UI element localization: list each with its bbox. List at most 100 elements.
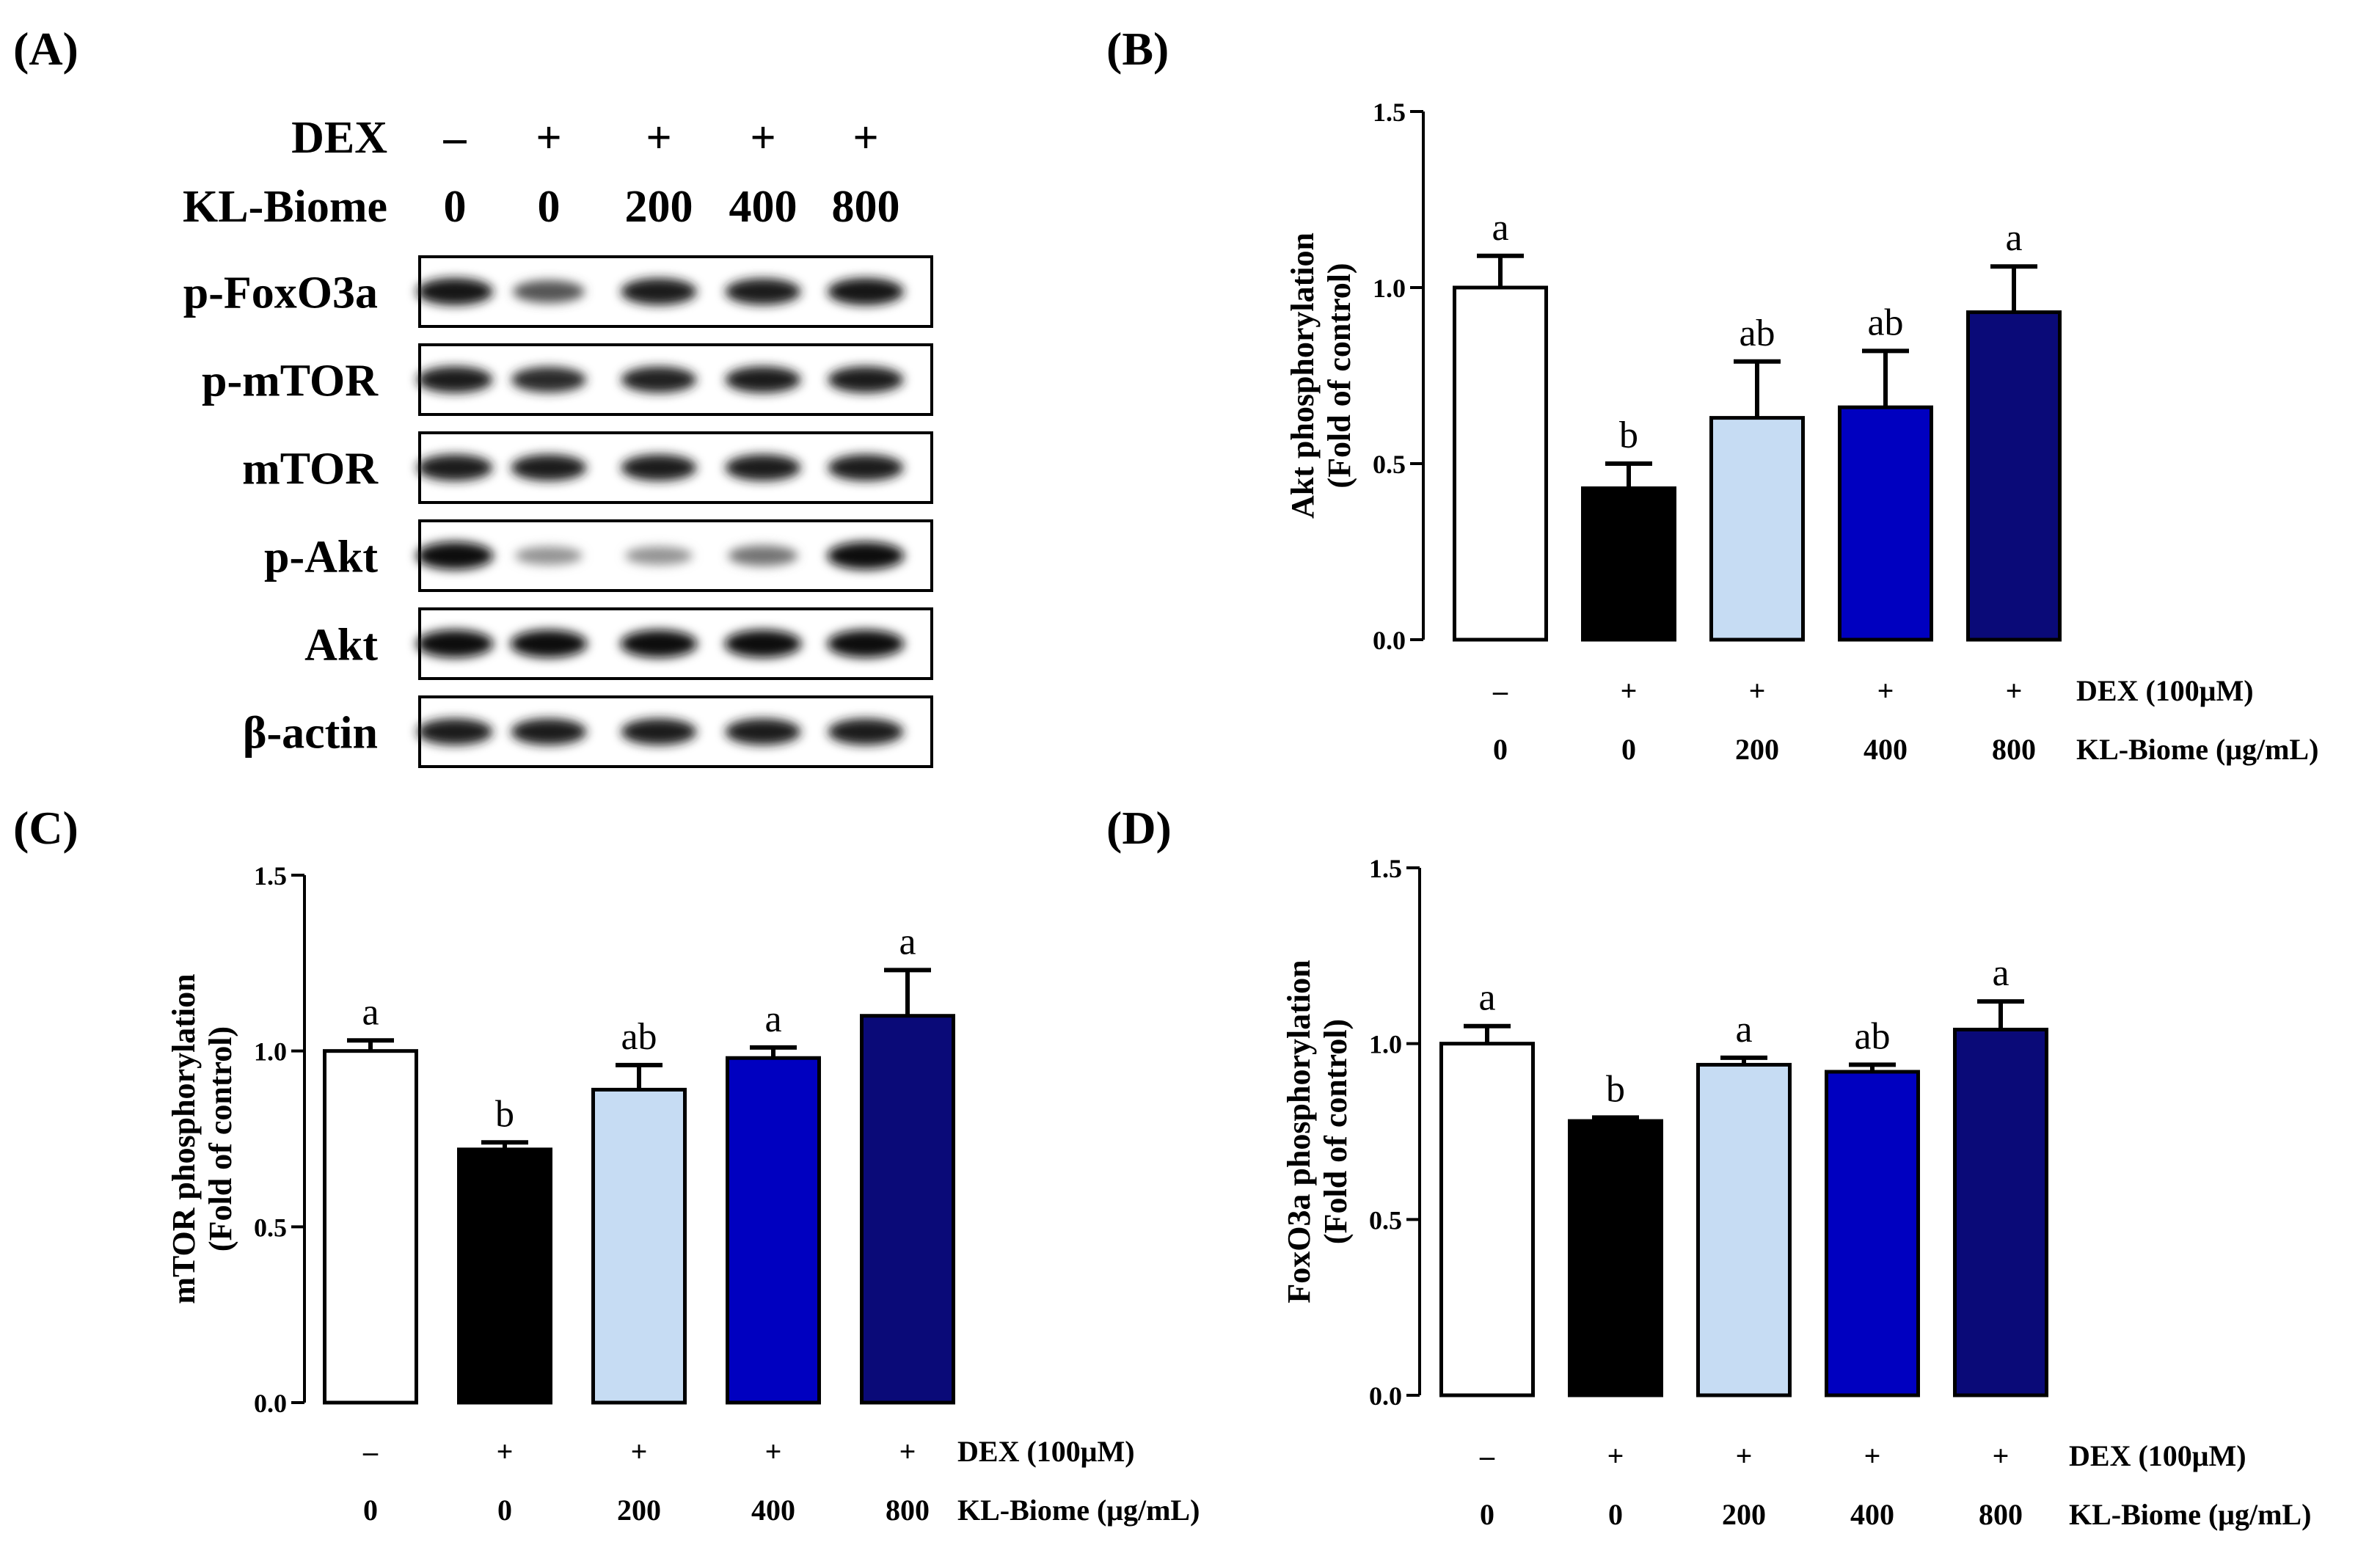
significance-letter: b [1619,414,1638,456]
bar [457,1147,552,1405]
bar [591,1087,687,1405]
blot-row: mTOR [242,431,933,504]
blot-band [828,278,904,305]
category-label: 200 [1735,733,1779,766]
blot-dex-mark: + [646,113,671,163]
y-axis-label-line2: (Fold of control) [202,1026,238,1251]
blot-band [828,366,904,393]
category-label: 400 [751,1494,795,1527]
blot-band [725,718,801,745]
bar [1439,1042,1535,1397]
dex-mark: + [765,1435,782,1468]
y-axis-label-line2: (Fold of control) [1321,263,1357,488]
significance-letter: b [495,1093,514,1135]
y-tick-label: 1.5 [1369,854,1402,883]
blot-dex-label: DEX [291,113,387,163]
dex-mark: + [1993,1439,2010,1472]
blot-row-label: mTOR [242,445,379,494]
western-blot-panel: (A) DEX KL-Biome – + + + + 0 0 200 400 800 p-Fox… [13,23,933,768]
category-label: 800 [1992,733,2036,766]
significance-letter: ab [621,1016,657,1058]
y-axis-label: FoxO3a phosphorylation(Fold of control) [1281,960,1354,1303]
blot-kl-label: KL-Biome [183,182,387,232]
row-label-kl: KL-Biome (μg/mL) [2076,733,2318,766]
y-tick-label: 0.0 [1373,626,1406,655]
blot-band [728,545,798,566]
dex-mark: – [1492,674,1508,707]
category-label: 200 [1722,1498,1766,1531]
blot-band [724,629,802,658]
bar [1966,310,2062,642]
bar [1825,1070,1920,1397]
blot-band [621,278,697,305]
blot-band [416,629,494,658]
blot-band [621,366,697,393]
dex-mark: + [2006,674,2023,707]
y-tick-label: 0.5 [254,1213,287,1242]
akt-phosphorylation-chart: (B) 0.0 0.5 1.0 1.5 Akt phosphorylation(Fold… [1106,23,2318,766]
blot-band [828,454,904,481]
row-label-dex: DEX (100μM) [2076,674,2254,707]
blot-row-label: p-FoxO3a [183,268,378,318]
y-tick-label: 0.5 [1373,450,1406,479]
dex-mark: + [899,1435,916,1468]
dex-mark: + [1864,1439,1881,1472]
bar [1453,285,1548,642]
dex-mark: + [1877,674,1894,707]
bar [1568,1119,1663,1397]
blot-band [625,547,693,565]
blot-band [417,454,493,481]
bar [1581,486,1676,642]
blot-kl-dose: 0 [538,182,561,232]
significance-letter: a [362,991,379,1033]
dex-mark: + [631,1435,648,1468]
dex-mark: + [1736,1439,1753,1472]
y-tick-label: 1.5 [1373,98,1406,127]
blot-band [621,454,697,481]
y-tick-label: 0.0 [1369,1381,1402,1411]
category-label: 800 [1979,1498,2023,1531]
category-label: 0 [1608,1498,1623,1531]
significance-letter: a [899,921,916,962]
dex-mark: + [1749,674,1766,707]
blot-band [511,454,587,481]
dex-mark: – [1479,1439,1495,1472]
blot-row: Akt [304,607,933,680]
y-tick-label: 1.0 [1369,1030,1402,1059]
bar [726,1056,821,1405]
blot-row: β-actin [243,695,933,768]
blot-band [416,541,494,570]
row-label-dex: DEX (100μM) [2069,1439,2246,1472]
y-tick-label: 0.0 [254,1389,287,1418]
blot-band [725,454,801,481]
blot-band [620,629,698,658]
blot-kl-dose: 200 [625,182,693,232]
bar [1838,405,1933,642]
blot-rows: p-FoxO3a p-mTOR mTOR p-Akt Akt β-actin [183,255,933,768]
significance-letter: a [1735,1009,1752,1050]
blot-row: p-FoxO3a [183,255,933,328]
blot-band [827,629,905,658]
dex-mark: + [1621,674,1638,707]
row-label-kl: KL-Biome (μg/mL) [2069,1498,2311,1531]
bar [1709,416,1805,642]
blot-band [511,718,587,745]
blot-kl-doses: 0 0 200 400 800 [444,182,900,232]
significance-letter: a [1478,977,1495,1019]
blot-row: p-Akt [264,519,933,592]
significance-letter: b [1606,1068,1625,1110]
panel-label-a: (A) [13,23,79,75]
blot-band [515,547,583,565]
significance-letter: ab [1739,313,1775,354]
blot-band [510,629,588,658]
category-label: 200 [617,1494,661,1527]
blot-band [417,718,493,745]
blot-band [725,278,801,305]
blot-dex-marks: – + + + + [443,113,879,163]
blot-dex-mark: + [750,113,775,163]
blot-band [417,278,493,305]
mtor-phosphorylation-chart: (C) 0.0 0.5 1.0 1.5 mTOR phosphorylation(Fol… [13,802,1200,1527]
blot-band [621,718,697,745]
significance-letter: ab [1867,302,1903,343]
